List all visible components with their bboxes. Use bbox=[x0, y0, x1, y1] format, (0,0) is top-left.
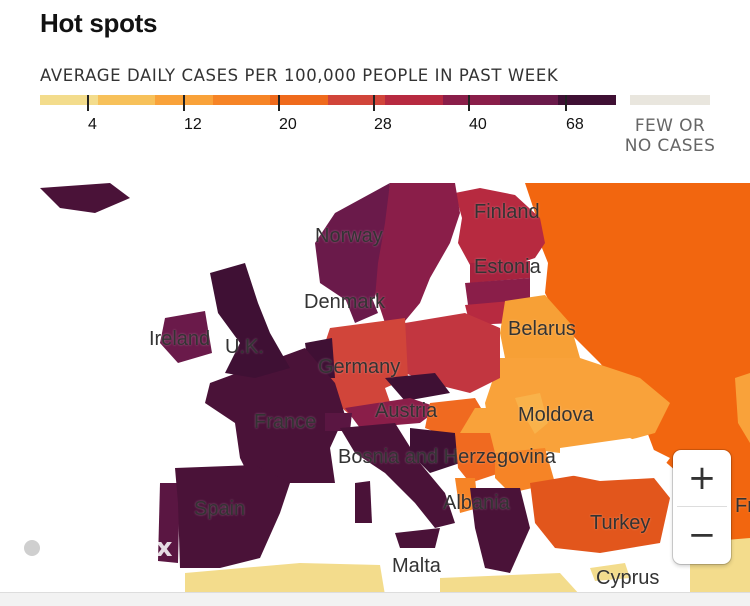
region-moldova bbox=[515, 393, 548, 438]
region-czechia bbox=[385, 373, 450, 401]
label-uk: U.K. bbox=[225, 336, 264, 358]
region-cyprus bbox=[590, 563, 630, 581]
no-data-label: FEW OR NO CASES bbox=[624, 116, 716, 156]
label-turkey: Turkey bbox=[590, 512, 651, 534]
baltic-sea bbox=[420, 288, 462, 318]
region-ireland bbox=[160, 311, 212, 363]
legend-swatch bbox=[40, 95, 98, 105]
region-east-edge bbox=[735, 373, 750, 443]
region-sardinia bbox=[355, 481, 372, 523]
region-france bbox=[205, 348, 345, 488]
zoom-out-button[interactable]: − bbox=[687, 515, 717, 555]
label-cyprus: Cyprus bbox=[596, 567, 660, 589]
label-denmark: Denmark bbox=[304, 291, 386, 313]
region-sweden bbox=[375, 183, 460, 323]
label-moldova: Moldova bbox=[518, 404, 594, 426]
label-finland: Finland bbox=[474, 201, 540, 223]
region-serbia bbox=[455, 433, 500, 483]
legend-tick bbox=[278, 95, 280, 111]
region-turkey bbox=[530, 473, 670, 553]
region-switzerland bbox=[325, 413, 352, 431]
region-latvia bbox=[465, 278, 530, 305]
legend-tick-label: 28 bbox=[374, 116, 392, 133]
region-north-africa bbox=[185, 563, 385, 595]
region-poland bbox=[405, 313, 500, 393]
page-title: Hot spots bbox=[40, 8, 158, 38]
color-legend bbox=[40, 95, 616, 111]
label-ireland: Ireland bbox=[149, 328, 211, 350]
region-denmark bbox=[345, 293, 378, 323]
region-spain bbox=[175, 465, 290, 568]
legend-swatch bbox=[212, 95, 271, 105]
choropleth-map[interactable]: Finland Norway Estonia Denmark Ireland U… bbox=[0, 183, 750, 595]
legend-tick-label: 68 bbox=[566, 116, 584, 133]
region-finland bbox=[455, 188, 545, 268]
label-spain: Spain bbox=[194, 498, 246, 520]
region-bosnia bbox=[410, 428, 460, 473]
legend-swatch bbox=[270, 95, 328, 105]
region-austria bbox=[345, 398, 440, 428]
region-uk bbox=[210, 263, 290, 378]
mapbox-logo-icon bbox=[14, 530, 50, 566]
legend-tick-label: 4 bbox=[88, 116, 97, 133]
label-germany: Germany bbox=[318, 356, 401, 378]
region-norway-north bbox=[40, 183, 130, 213]
label-austria: Austria bbox=[375, 400, 438, 422]
region-libya bbox=[440, 573, 580, 595]
legend-swatch bbox=[500, 95, 558, 105]
region-portugal bbox=[158, 483, 180, 563]
region-greece bbox=[470, 488, 530, 573]
legend-swatch bbox=[385, 95, 443, 105]
legend-tick bbox=[87, 95, 89, 111]
region-norway bbox=[315, 183, 390, 303]
label-edge: Fra bbox=[735, 495, 750, 517]
legend-tick bbox=[565, 95, 567, 111]
legend-title: AVERAGE DAILY CASES PER 100,000 PEOPLE I… bbox=[40, 66, 559, 85]
region-estonia bbox=[470, 261, 530, 283]
legend-tick-label: 40 bbox=[469, 116, 487, 133]
legend-tick-label: 20 bbox=[279, 116, 297, 133]
legend-tick bbox=[468, 95, 470, 111]
label-belarus: Belarus bbox=[508, 318, 576, 340]
legend-tick bbox=[183, 95, 185, 111]
label-bosnia: Bosnia and Herzegovina bbox=[338, 446, 556, 468]
no-data-swatch bbox=[630, 95, 710, 105]
region-sicily bbox=[395, 528, 440, 548]
legend-swatch bbox=[442, 95, 501, 105]
zoom-in-button[interactable]: + bbox=[687, 458, 717, 498]
legend-swatch bbox=[557, 95, 616, 105]
legend-swatch bbox=[327, 95, 386, 105]
page-bottom-strip bbox=[0, 592, 750, 606]
region-belarus bbox=[500, 295, 580, 363]
legend-tick bbox=[373, 95, 375, 111]
label-malta: Malta bbox=[392, 555, 441, 577]
map-canvas[interactable] bbox=[0, 183, 750, 595]
legend-swatch bbox=[97, 95, 156, 105]
black-sea bbox=[560, 438, 670, 481]
region-italy bbox=[340, 423, 455, 528]
mapbox-logo[interactable]: mapbox bbox=[14, 530, 173, 566]
label-albania: Albania bbox=[443, 492, 510, 514]
mapbox-logo-text: mapbox bbox=[56, 533, 173, 563]
label-estonia: Estonia bbox=[474, 256, 541, 278]
zoom-control: + − bbox=[673, 450, 731, 564]
region-germany bbox=[320, 318, 408, 415]
zoom-divider bbox=[677, 506, 727, 507]
label-france: France bbox=[254, 411, 317, 433]
legend-tick-label: 12 bbox=[184, 116, 202, 133]
label-norway: Norway bbox=[315, 225, 383, 247]
